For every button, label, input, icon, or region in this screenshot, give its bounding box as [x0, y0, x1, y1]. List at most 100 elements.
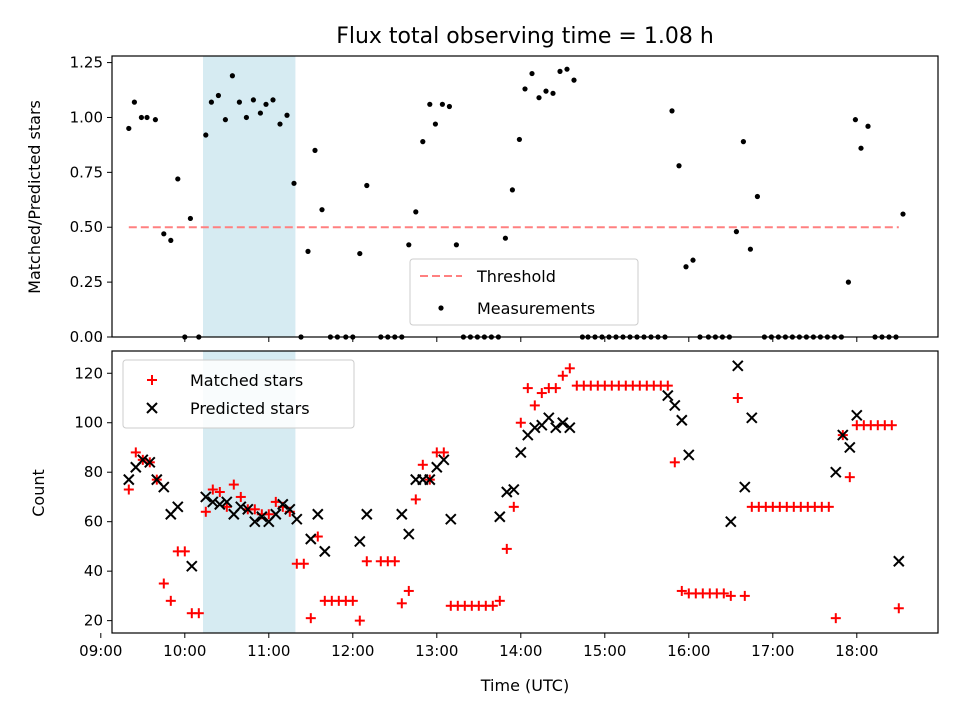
- predicted-star-point: [830, 466, 842, 478]
- predicted-star-point: [186, 560, 198, 572]
- x-tick-label: 15:00: [583, 642, 626, 660]
- measurement-point: [270, 97, 276, 103]
- matched-star-point: [886, 420, 897, 431]
- predicted-star-point: [123, 473, 135, 486]
- measurement-point: [522, 86, 528, 92]
- matched-star-point: [228, 479, 239, 490]
- matched-star-point: [830, 613, 841, 624]
- top-axes-frame: [111, 55, 939, 338]
- measurement-point: [161, 231, 167, 237]
- legend-predicted-label: Predicted stars: [190, 399, 310, 418]
- measurement-point: [439, 101, 445, 107]
- predicted-star-point: [424, 473, 436, 486]
- matched-star-point: [522, 383, 533, 394]
- matched-star-point: [557, 370, 568, 381]
- measurement-point: [138, 114, 144, 121]
- measurement-point: [502, 235, 508, 241]
- matched-star-point: [718, 588, 729, 599]
- predicted-star-point: [270, 508, 282, 520]
- matched-star-point: [676, 585, 687, 596]
- measurement-point: [550, 90, 556, 96]
- bottom-legend: Matched stars Predicted stars: [122, 359, 355, 429]
- measurement-point: [754, 193, 761, 200]
- predicted-star-point: [746, 412, 758, 424]
- measurement-point: [312, 147, 318, 153]
- x-axis-label: Time (UTC): [480, 676, 569, 695]
- matched-star-point: [739, 590, 750, 601]
- measurement-point: [243, 114, 249, 121]
- measurement-point: [291, 180, 297, 186]
- predicted-star-point: [214, 498, 226, 511]
- x-tick-label: 18:00: [835, 642, 878, 660]
- measurement-point: [187, 215, 193, 222]
- bottom-axes-frame: [111, 350, 939, 634]
- legend-measurement-swatch: [438, 305, 444, 311]
- predicted-star-point: [256, 511, 268, 523]
- predicted-star-point: [277, 498, 289, 511]
- legend-matched-swatch: [147, 375, 157, 385]
- predicted-star-point: [669, 399, 681, 412]
- x-tick-label: 13:00: [415, 642, 458, 660]
- matched-star-point: [403, 585, 414, 596]
- bottom-y-ticks: 20 40 60 80 100 120: [74, 364, 112, 630]
- matched-star-point: [305, 613, 316, 624]
- measurement-point: [845, 279, 852, 285]
- matched-star-point: [536, 388, 547, 399]
- x-tick-label: 14:00: [499, 642, 542, 660]
- measurement-point: [900, 211, 906, 217]
- matched-star-point: [893, 603, 904, 614]
- legend-matched-label: Matched stars: [190, 371, 303, 390]
- measurement-point: [536, 95, 542, 101]
- matched-star-point: [165, 595, 176, 606]
- measurement-point: [683, 264, 689, 270]
- matched-star-point: [662, 380, 673, 391]
- top-y-tick-label: 0.75: [70, 163, 103, 181]
- measurement-point: [747, 246, 754, 252]
- matched-star-point: [487, 600, 498, 611]
- bottom-y-tick-label: 100: [74, 414, 103, 432]
- matched-star-point: [501, 543, 512, 554]
- measurement-point: [263, 101, 269, 107]
- measurement-point: [305, 248, 311, 254]
- legend-measurement-label: Measurements: [477, 299, 595, 318]
- measurement-point: [446, 103, 452, 110]
- predicted-star-point: [200, 491, 212, 503]
- measurement-point: [175, 176, 181, 182]
- predicted-star-point: [893, 555, 905, 567]
- predicted-star-point: [144, 456, 156, 469]
- count-panel: 20 40 60 80 100 120 09:00 10:00 11:00 12:00 13:00…: [29, 350, 939, 695]
- measurement-point: [203, 132, 209, 138]
- predicted-star-point: [662, 389, 674, 402]
- x-tick-label: 10:00: [163, 642, 206, 660]
- predicted-stars-points: [123, 360, 905, 572]
- top-y-tick-label: 0.25: [70, 273, 103, 291]
- measurement-point: [257, 110, 263, 116]
- matched-stars-points: [123, 363, 904, 626]
- top-x-ticks: [100, 337, 858, 342]
- top-y-tick-label: 0.50: [70, 218, 103, 236]
- measurement-point: [676, 163, 682, 169]
- x-tick-label: 17:00: [751, 642, 794, 660]
- measurement-point: [669, 108, 675, 114]
- predicted-star-point: [837, 429, 849, 441]
- predicted-star-point: [683, 449, 695, 461]
- measurement-point: [222, 117, 228, 123]
- matched-star-point: [347, 595, 358, 606]
- predicted-star-point: [354, 535, 366, 548]
- predicted-star-point: [543, 412, 555, 424]
- predicted-star-point: [319, 545, 331, 558]
- measurement-point: [364, 182, 370, 189]
- measurement-point: [413, 209, 419, 215]
- top-legend-box: [409, 258, 639, 326]
- measurement-point: [357, 250, 363, 257]
- matched-star-point: [193, 608, 204, 619]
- measurement-point: [865, 123, 871, 129]
- matched-star-point: [207, 484, 218, 495]
- matched-star-point: [417, 459, 428, 470]
- matched-star-point: [823, 501, 834, 512]
- bottom-y-tick-label: 60: [84, 513, 103, 531]
- matched-star-point: [298, 558, 309, 569]
- predicted-star-point: [249, 515, 261, 528]
- predicted-star-point: [851, 409, 863, 422]
- measurement-point: [168, 237, 174, 244]
